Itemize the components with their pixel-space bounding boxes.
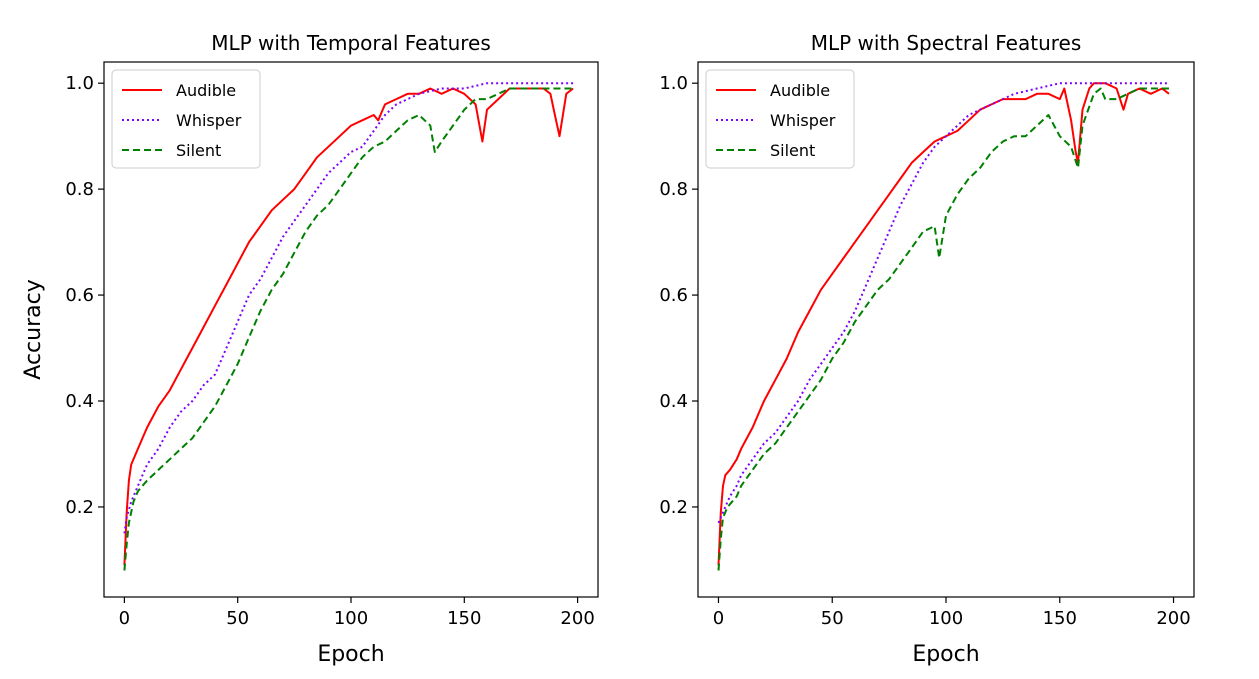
x-tick-label: 150 xyxy=(1043,608,1077,629)
y-tick-label: 1.0 xyxy=(65,73,94,94)
y-tick-label: 0.6 xyxy=(65,285,94,306)
series-line-silent xyxy=(717,87,1169,571)
x-tick-label: 150 xyxy=(447,608,481,629)
x-tick-label: 100 xyxy=(334,608,368,629)
x-tick-label: 50 xyxy=(821,608,844,629)
legend-box xyxy=(111,69,261,169)
x-tick-label: 0 xyxy=(713,608,724,629)
y-tick-label: 0.4 xyxy=(659,391,688,412)
chart-spectral-features: 0 50 100 150 200 0.2 0.4 0.6 0.8 1.0 MLP with Spec… xyxy=(659,31,1195,667)
legend-label-whisper: Whisper xyxy=(770,111,836,130)
x-tick-label: 0 xyxy=(119,608,130,629)
y-tick-label: 0.8 xyxy=(659,179,688,200)
chart-temporal-features: 0 50 100 150 200 0.2 0.4 0.6 0.8 1.0 MLP with Temp… xyxy=(21,31,599,667)
x-axis-label: Epoch xyxy=(912,642,979,667)
y-tick-label: 0.2 xyxy=(659,497,688,518)
x-tick-label: 100 xyxy=(929,608,963,629)
y-tick-label: 0.4 xyxy=(65,391,94,412)
series-line-silent xyxy=(123,87,574,571)
legend-label-silent: Silent xyxy=(770,141,815,160)
y-tick-label: 0.8 xyxy=(65,179,94,200)
x-axis-label: Epoch xyxy=(317,642,384,667)
x-tick-label: 200 xyxy=(560,608,594,629)
legend-label-whisper: Whisper xyxy=(176,111,242,130)
legend-label-silent: Silent xyxy=(176,141,221,160)
legend-box xyxy=(705,69,855,169)
legend-label-audible: Audible xyxy=(176,81,236,100)
y-tick-label: 1.0 xyxy=(659,73,688,94)
x-tick-label: 50 xyxy=(226,608,249,629)
y-axis-label: Accuracy xyxy=(21,279,46,379)
legend: Audible Whisper Silent xyxy=(111,69,261,169)
x-tick-label: 200 xyxy=(1156,608,1190,629)
series-line-audible xyxy=(717,82,1170,566)
y-tick-label: 0.2 xyxy=(65,497,94,518)
y-tick-label: 0.6 xyxy=(659,285,688,306)
legend-label-audible: Audible xyxy=(770,81,830,100)
series-line-whisper xyxy=(717,82,1169,524)
chart-title: MLP with Temporal Features xyxy=(211,31,491,55)
legend: Audible Whisper Silent xyxy=(705,69,855,169)
chart-title: MLP with Spectral Features xyxy=(811,31,1082,55)
